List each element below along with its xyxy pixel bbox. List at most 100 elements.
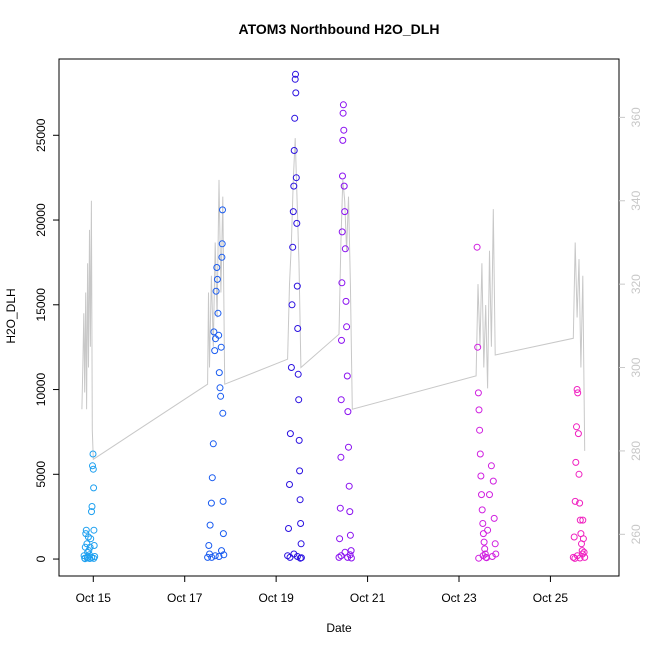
data-point [336, 504, 344, 512]
data-point [343, 372, 351, 380]
x-tick-label: Oct 21 [350, 591, 386, 605]
data-point [479, 552, 487, 560]
data-point [578, 547, 586, 555]
data-point [297, 540, 305, 548]
data-point [338, 279, 346, 287]
data-point [219, 206, 226, 214]
data-point [289, 208, 297, 216]
plot-frame [58, 58, 620, 577]
data-point [215, 331, 223, 339]
data-point [579, 535, 587, 543]
data-point [573, 423, 580, 431]
data-point [574, 389, 582, 397]
x-tick-label: Oct 25 [533, 591, 569, 605]
data-point [339, 172, 346, 180]
data-point [569, 553, 577, 561]
x-tick-label: Oct 19 [258, 591, 294, 605]
data-points [80, 70, 589, 563]
data-point [345, 482, 353, 490]
data-point [481, 545, 489, 553]
data-point [88, 503, 96, 510]
data-point [219, 530, 227, 538]
data-point [579, 516, 587, 524]
data-point [213, 264, 221, 271]
data-point [573, 386, 581, 393]
data-point [344, 408, 352, 416]
data-point [208, 553, 216, 561]
data-point [82, 526, 90, 534]
data-point [292, 89, 300, 97]
data-point [207, 499, 215, 507]
data-point [89, 465, 97, 473]
data-point [337, 552, 345, 560]
data-point [218, 240, 226, 248]
data-point [336, 535, 344, 543]
data-point [474, 343, 482, 351]
data-point [217, 392, 225, 400]
data-point [337, 396, 345, 404]
data-point [576, 516, 584, 524]
data-point [215, 369, 223, 377]
data-point [295, 436, 303, 444]
data-point [209, 440, 217, 448]
data-point [212, 287, 220, 295]
data-point [339, 136, 347, 144]
data-point [297, 520, 305, 527]
data-point [338, 228, 346, 236]
y2-tick-label: 320 [629, 274, 643, 294]
data-point [574, 430, 582, 438]
data-point [296, 467, 304, 475]
data-point [338, 336, 345, 344]
data-point [339, 109, 347, 117]
data-point [580, 548, 588, 556]
data-point [206, 521, 214, 529]
data-point [90, 542, 98, 549]
data-point [484, 526, 492, 534]
series-4 [335, 101, 355, 562]
data-point [342, 297, 350, 305]
data-point [218, 253, 226, 261]
y-tick-label: 15000 [34, 288, 48, 322]
data-point [474, 389, 482, 397]
data-point [289, 243, 297, 251]
data-point [473, 243, 481, 251]
y-tick-label: 25000 [34, 118, 48, 152]
data-point [287, 364, 295, 371]
y-tick-label: 10000 [34, 373, 48, 407]
data-point [571, 497, 579, 505]
x-tick-label: Oct 15 [76, 591, 112, 605]
data-point [346, 551, 354, 559]
data-point [340, 126, 348, 134]
data-point [476, 426, 484, 434]
y-tick-label: 5000 [34, 461, 48, 488]
data-point [220, 551, 228, 559]
x-tick-label: Oct 23 [441, 591, 477, 605]
data-point [490, 514, 498, 522]
y-axis-label: H2O_DLH [4, 288, 18, 343]
data-point [570, 533, 578, 541]
data-point [480, 538, 488, 546]
data-point [294, 370, 302, 378]
axes: Oct 15 Oct 17 Oct 19 Oct 21 Oct 23 Oct 25 0 500… [34, 58, 643, 605]
data-point [297, 554, 305, 562]
data-point [87, 535, 95, 543]
y-tick-label: 20000 [34, 203, 48, 237]
data-point [477, 472, 485, 480]
data-point [339, 101, 347, 109]
data-point [286, 430, 294, 438]
data-point [288, 301, 296, 309]
data-point [572, 458, 580, 466]
data-point [90, 554, 98, 562]
data-point [83, 554, 91, 562]
data-point [296, 496, 304, 504]
data-point [478, 506, 486, 514]
data-point [576, 499, 584, 507]
data-point [290, 147, 298, 154]
data-point [346, 508, 354, 516]
data-point [335, 553, 343, 561]
y2-tick-label: 260 [629, 524, 643, 544]
data-point [293, 282, 301, 290]
data-point [90, 526, 98, 534]
data-point [88, 508, 95, 516]
data-point [208, 474, 216, 482]
